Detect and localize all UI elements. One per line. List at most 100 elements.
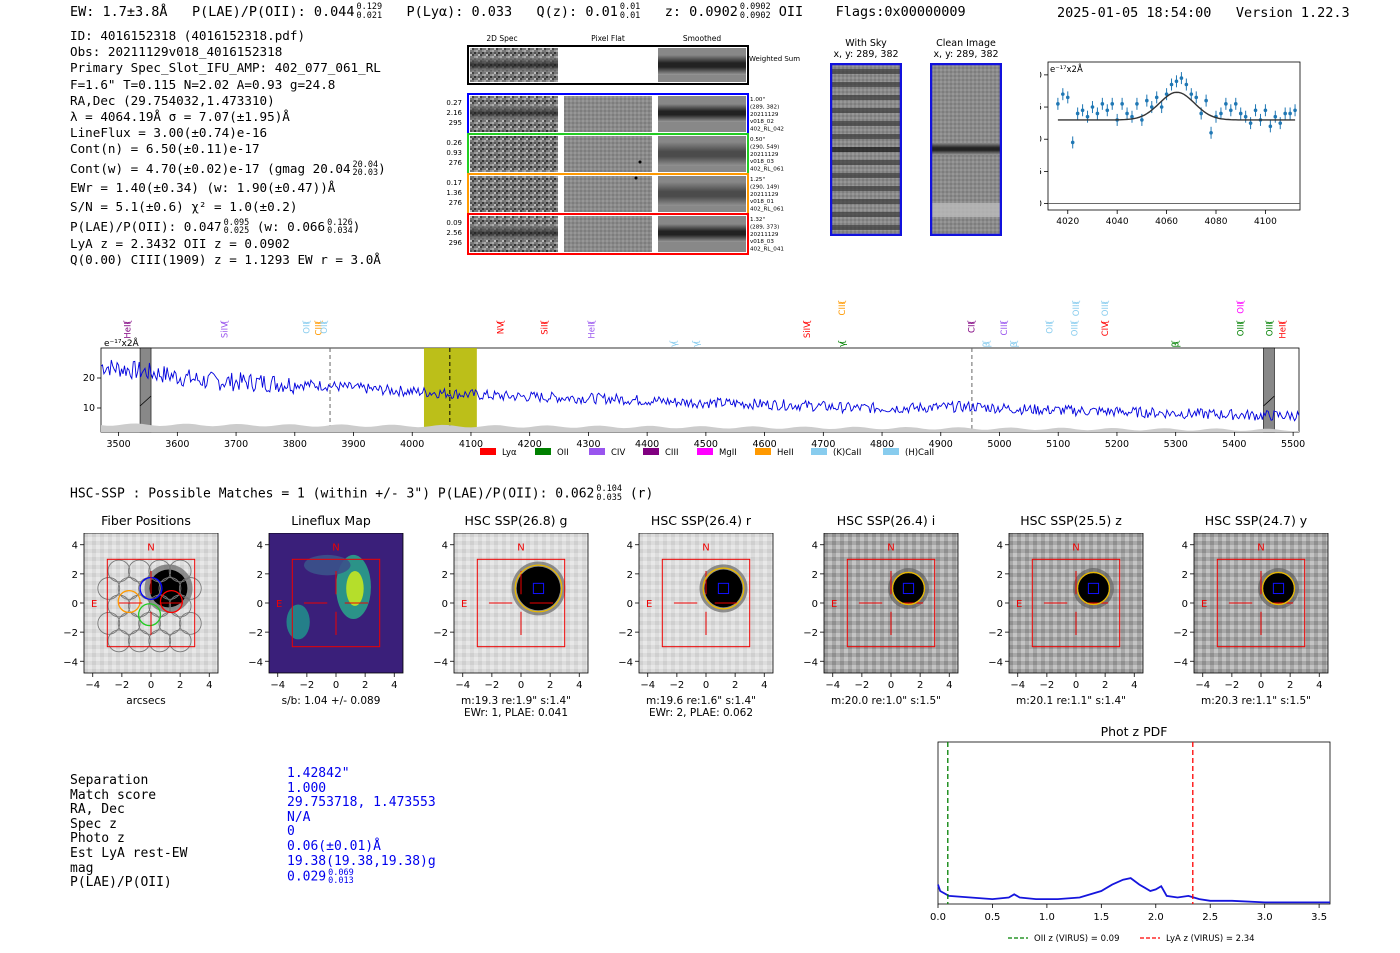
cutout-row-3-stat-0: 0.09: [446, 219, 462, 227]
hsc-xtick-label-2-1: −2: [484, 680, 499, 691]
header-qz: Q(z): 0.01: [536, 4, 618, 20]
info-contn: Cont(n) = 6.50(±0.11)e-17: [70, 141, 260, 157]
hsc-panel-image-5: [1009, 533, 1143, 673]
line-fit-point: [1065, 95, 1070, 100]
spectrum-ytick-label-0: 10: [83, 403, 95, 414]
spectrum-line-bracket-9: {: [692, 340, 702, 345]
hsc-search-box: [1216, 558, 1306, 648]
photz-pdf-line: [937, 877, 1330, 904]
hsc-east-label-3: E: [646, 599, 652, 610]
line-fit-point: [1229, 108, 1233, 113]
photz-legend-lya: LyA z (VIRUS) = 2.34: [1166, 934, 1255, 944]
info-contw-lo: 20.03: [352, 168, 379, 179]
hsc-xtick-label-2-4: 4: [576, 680, 582, 691]
line-fit-point: [1110, 102, 1115, 106]
match-label-plae: P(LAE)/P(OII): [70, 875, 172, 891]
cutout-row-2-smoothed-band: [658, 182, 746, 206]
hsc-north-label-2: N: [517, 543, 524, 554]
lineflux-blob-3: [303, 554, 351, 576]
cutout-row-0-info-4: 402_RL_042: [750, 127, 784, 133]
line-fit-model: [1057, 91, 1296, 121]
line-fit-xtick-label-3: 4080: [1205, 217, 1228, 227]
cutout-row-3-info-2: 20211129: [750, 232, 779, 238]
hsc-xtick-label-3-1: −2: [669, 680, 684, 691]
hsc-source: [1078, 573, 1109, 604]
cutout-row-2-info-3: v018_01: [750, 199, 774, 205]
hsc-match-marker: [532, 582, 545, 595]
spectrum-xtick-label-0: 3500: [107, 439, 131, 450]
line-fit-point: [1164, 92, 1169, 96]
hsc-north-label-6: N: [1257, 543, 1264, 554]
hsc-xtick-label-1-1: −2: [299, 680, 314, 691]
spectrum-legend-label-0: Lyα: [502, 448, 517, 458]
spectrum-line-label-12: CIII: [838, 302, 848, 315]
hsc-xtick-label-0-3: 2: [177, 680, 183, 691]
spectrum-line-bracket-6: {: [540, 320, 550, 325]
hsc-ytick-label-5-3: −2: [988, 628, 1003, 639]
hsc-panel-caption-line1: s/b: 1.04 +/- 0.089: [281, 695, 381, 707]
hsc-ytick-label-4-3: −2: [803, 628, 818, 639]
hsc-xtick-label-5-2: 0: [1073, 680, 1079, 691]
hsc-panel-caption-4: m:20.0 re:1.0" s:1.5": [814, 695, 958, 707]
info-plae-w-lo: 0.034: [327, 226, 353, 237]
cutout-row-2-info-4: 402_RL_061: [750, 207, 784, 213]
hsc-title-text: HSC-SSP : Possible Matches = 1 (within +…: [70, 486, 595, 502]
photz-xtick-label-3: 1.5: [1093, 912, 1109, 923]
hsc-ytick-label-5-1: 2: [997, 570, 1003, 581]
fiber-circle-13: [97, 612, 121, 635]
match-value-ew: 0.06(±0.01)Å: [287, 838, 381, 854]
weighted-smoothed-band: [658, 55, 746, 75]
sky-line-2: [830, 95, 902, 100]
hsc-xtick-label-6-0: −4: [1195, 680, 1210, 691]
hsc-p-band: (r): [629, 486, 654, 502]
hsc-east-label-2: E: [461, 599, 467, 610]
cutout-row-2-2d: [470, 176, 558, 212]
spectrum-xtick-label-5: 4000: [400, 439, 424, 450]
hsc-p-hi: 0.104: [596, 484, 622, 494]
spectrum-xtick-label-10: 4500: [694, 439, 718, 450]
info-fparams: F=1.6" T=0.115 N=2.02 A=0.93 g=24.8: [70, 76, 336, 92]
spectrum-xtick-label-1: 3600: [165, 439, 189, 450]
sky-line-5: [830, 134, 902, 139]
spectrum-line-bracket-26: {: [1279, 320, 1289, 325]
photz-plot: [937, 742, 1330, 904]
hsc-ytick-label-6-4: −4: [1173, 657, 1188, 668]
cutout-row-1-stat-0: 0.26: [446, 139, 462, 147]
spectrum-line-bracket-20: {: [1101, 300, 1111, 305]
spectrum-line-bracket-17: {: [1045, 320, 1055, 325]
match-value-plae: 0.029: [287, 869, 327, 885]
line-fit-point: [1120, 102, 1124, 106]
line-fit-point: [1135, 102, 1139, 106]
hsc-ytick-label-4-1: 2: [812, 570, 818, 581]
cutout-row-0-info-2: 20211129: [750, 112, 779, 118]
line-fit-point: [1209, 130, 1213, 135]
sky-line-12: [830, 225, 902, 230]
hsc-panel-title-5: HSC SSP(25.5) z: [1020, 513, 1122, 528]
hsc-xtick-label-5-4: 4: [1131, 680, 1137, 691]
header-plya: P(Lyα): 0.033: [406, 4, 513, 20]
line-fit-point: [1233, 102, 1238, 106]
spectrum-line-bracket-5: {: [496, 320, 506, 325]
spectrum-line-bracket-23: {: [1236, 320, 1246, 325]
hsc-p-lo: 0.035: [596, 493, 622, 503]
cutout-row-0-smoothed-band: [658, 104, 746, 122]
header-qz-hi: 0.01: [619, 2, 641, 12]
cutout-row-2-info-1: (290, 149): [750, 184, 779, 190]
cutout-cosmic-ray-2: [634, 176, 638, 180]
hsc-xtick-label-3-4: 4: [761, 680, 767, 691]
hsc-xtick-label-4-0: −4: [825, 680, 840, 691]
line-fit-point: [1194, 95, 1199, 100]
fiber-orange: [117, 589, 141, 614]
line-fit-chart: e⁻¹⁷x2Å 4020 4040 4060 4080 4100 0 5 10 15 20: [1040, 61, 1301, 227]
hsc-panel-caption-6: m:20.3 re:1.1" s:1.5": [1184, 695, 1328, 707]
line-fit-point: [1095, 111, 1100, 116]
hsc-ytick-label-2-4: −4: [433, 657, 448, 668]
spectrum-line-bracket-3: {: [314, 320, 324, 325]
hsc-xtick-label-3-2: 0: [703, 680, 709, 691]
fiber-circle-1: [127, 559, 151, 583]
sky-line-4: [830, 121, 902, 126]
hsc-north-label-1: N: [332, 543, 339, 554]
header-date: 2025-01-05 18:54:00: [1057, 5, 1212, 21]
hsc-panel-caption-line1: m:19.6 re:1.6" s:1.4": [646, 695, 756, 707]
fiber-circle-0: [107, 559, 131, 583]
